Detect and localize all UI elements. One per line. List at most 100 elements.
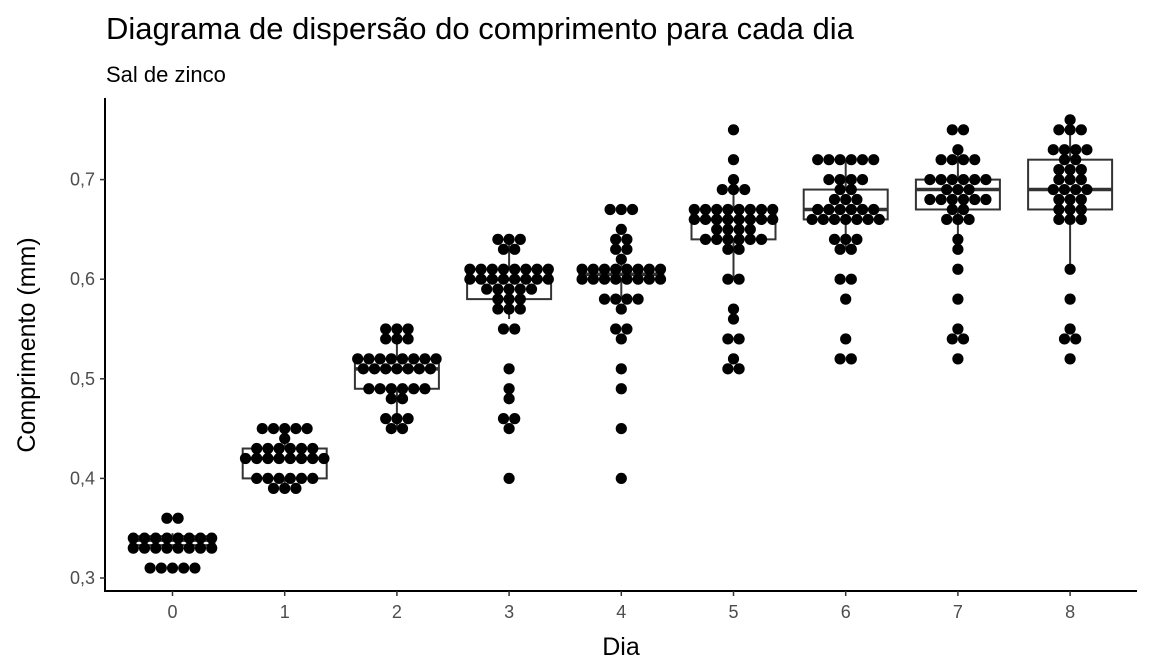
data-point (262, 452, 274, 465)
data-point (952, 293, 964, 305)
data-point (1075, 213, 1087, 226)
data-point (632, 273, 644, 285)
data-point (150, 532, 162, 544)
data-point (509, 413, 521, 425)
data-point (357, 363, 369, 375)
data-point (576, 263, 588, 275)
data-point (722, 273, 734, 285)
data-point (520, 273, 532, 285)
x-tick-label: 2 (392, 602, 402, 622)
data-point (621, 273, 633, 285)
data-point (194, 532, 207, 544)
data-point (380, 323, 392, 335)
data-point (722, 363, 734, 375)
data-point (856, 174, 869, 186)
data-point (946, 174, 958, 186)
data-point (828, 193, 841, 206)
x-tick-label: 8 (1065, 602, 1075, 622)
data-point (610, 293, 622, 305)
data-point (1064, 213, 1076, 226)
data-point (1064, 174, 1076, 186)
data-point (497, 323, 510, 335)
data-point (492, 293, 504, 305)
data-point (845, 243, 857, 255)
data-point (497, 413, 510, 425)
data-point (610, 233, 622, 245)
data-point (514, 233, 526, 245)
data-point (1070, 144, 1082, 156)
data-point (503, 233, 515, 245)
data-point (503, 363, 515, 375)
x-tick-label: 3 (504, 602, 514, 622)
data-point (828, 213, 841, 226)
data-point (486, 263, 498, 275)
data-point (1070, 183, 1082, 196)
data-point (385, 393, 397, 405)
data-point (952, 233, 964, 245)
data-point (817, 213, 829, 226)
y-tick-label: 0,4 (70, 468, 95, 488)
data-point (183, 532, 195, 544)
data-point (503, 472, 515, 484)
data-point (744, 233, 756, 245)
data-point (497, 263, 510, 275)
data-point (952, 243, 964, 255)
data-point (733, 273, 745, 285)
data-point (924, 193, 936, 206)
data-point (307, 472, 319, 484)
data-point (279, 423, 291, 435)
data-point (492, 233, 504, 245)
data-point (952, 263, 964, 275)
data-point (722, 243, 734, 255)
x-tick-label: 6 (841, 602, 851, 622)
data-point (711, 223, 723, 235)
data-point (419, 383, 431, 395)
data-point (251, 442, 263, 455)
x-tick-label: 4 (616, 602, 626, 622)
data-point (727, 154, 740, 166)
data-point (475, 263, 487, 275)
data-point (514, 303, 526, 315)
data-point (284, 442, 296, 455)
data-point (615, 423, 627, 435)
data-point (643, 263, 655, 275)
data-point (856, 154, 869, 166)
data-point (161, 532, 173, 544)
data-point (621, 263, 633, 275)
data-point (688, 203, 700, 216)
data-point (845, 174, 857, 186)
data-point (385, 383, 397, 395)
data-point (615, 303, 627, 315)
data-point (1047, 183, 1059, 196)
data-point (733, 333, 745, 345)
data-point (1053, 193, 1065, 206)
data-point (363, 353, 375, 365)
data-point (307, 442, 319, 455)
data-point (963, 213, 975, 226)
data-point (138, 542, 151, 554)
data-point (290, 482, 302, 494)
data-point (755, 213, 768, 226)
data-point (1075, 203, 1087, 216)
data-point (273, 452, 285, 465)
data-point (138, 532, 151, 544)
data-point (935, 193, 947, 206)
data-point (733, 363, 745, 375)
data-point (699, 203, 712, 216)
data-point (1053, 203, 1065, 216)
data-point (733, 213, 745, 226)
data-point (727, 313, 740, 325)
data-point (576, 273, 588, 285)
data-point (587, 273, 599, 285)
data-point (598, 273, 611, 285)
data-point (172, 512, 184, 524)
data-point (1053, 213, 1065, 226)
data-point (531, 273, 543, 285)
data-point (380, 363, 392, 375)
data-point (1070, 333, 1082, 345)
data-point (279, 482, 291, 494)
data-point (856, 203, 869, 216)
data-point (503, 303, 515, 315)
data-point (509, 323, 521, 335)
data-point (1064, 203, 1076, 216)
